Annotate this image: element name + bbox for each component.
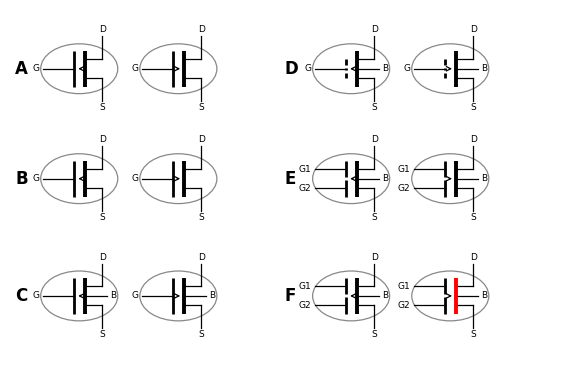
Text: G1: G1 [299, 282, 312, 291]
Text: G2: G2 [398, 301, 411, 310]
Text: D: D [371, 135, 378, 144]
Text: S: S [198, 213, 204, 222]
Text: S: S [100, 330, 105, 339]
Text: G1: G1 [398, 282, 411, 291]
Text: D: D [470, 135, 477, 144]
Text: S: S [471, 330, 476, 339]
Text: D: D [198, 135, 205, 144]
Text: B: B [481, 174, 487, 183]
Text: D: D [198, 25, 205, 34]
Text: S: S [371, 103, 377, 112]
Text: S: S [471, 213, 476, 222]
Text: C: C [15, 287, 27, 305]
Text: G2: G2 [398, 184, 411, 193]
Text: G: G [33, 174, 39, 183]
Text: B: B [382, 291, 388, 301]
Text: E: E [285, 170, 296, 187]
Text: G: G [404, 64, 411, 73]
Text: D: D [99, 135, 106, 144]
Text: G1: G1 [299, 165, 312, 174]
Text: S: S [371, 213, 377, 222]
Text: A: A [15, 60, 28, 78]
Text: D: D [99, 25, 106, 34]
Text: D: D [198, 253, 205, 262]
Text: F: F [285, 287, 296, 305]
Text: S: S [100, 213, 105, 222]
Text: D: D [99, 253, 106, 262]
Text: D: D [371, 253, 378, 262]
Text: B: B [481, 64, 487, 73]
Text: S: S [100, 103, 105, 112]
Text: S: S [471, 103, 476, 112]
Text: G: G [132, 174, 138, 183]
Text: S: S [198, 330, 204, 339]
Text: B: B [209, 291, 215, 301]
Text: G2: G2 [299, 301, 312, 310]
Text: B: B [110, 291, 116, 301]
Text: D: D [285, 60, 299, 78]
Text: G2: G2 [299, 184, 312, 193]
Text: G: G [33, 64, 39, 73]
Text: D: D [470, 253, 477, 262]
Text: G: G [33, 291, 39, 301]
Text: B: B [481, 291, 487, 301]
Text: S: S [371, 330, 377, 339]
Text: D: D [470, 25, 477, 34]
Text: B: B [382, 64, 388, 73]
Text: G: G [132, 291, 138, 301]
Text: S: S [198, 103, 204, 112]
Text: G: G [132, 64, 138, 73]
Text: D: D [371, 25, 378, 34]
Text: G1: G1 [398, 165, 411, 174]
Text: B: B [382, 174, 388, 183]
Text: G: G [304, 64, 312, 73]
Text: B: B [15, 170, 28, 187]
